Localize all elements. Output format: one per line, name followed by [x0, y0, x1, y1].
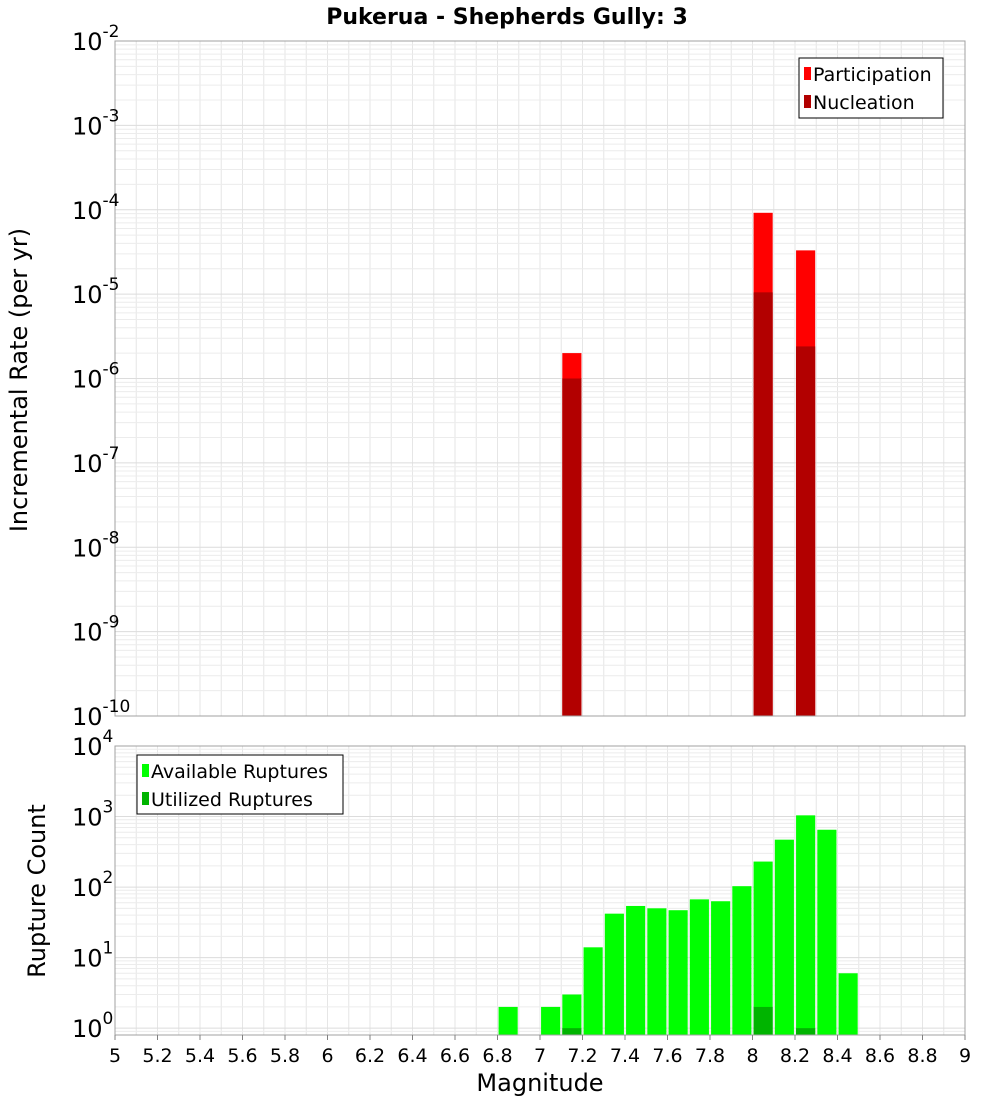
x-ticks: 5 5.2 5.4 5.6 5.8 6 6.2 6.4 6.6 6.8 7 7.2 7.4 7.6 7.8 8… — [109, 1035, 971, 1067]
rate-grid — [114, 40, 966, 717]
rate-y-tick-label: 10-8 — [72, 528, 120, 562]
count-bar — [774, 839, 794, 1035]
rate-y-tick-label: 10-10 — [72, 697, 130, 731]
count-legend-box — [136, 754, 344, 815]
x-tick-label: 7.4 — [610, 1045, 640, 1067]
rate-legend-swatch — [804, 95, 811, 108]
count-bar — [562, 1028, 582, 1035]
count-y-tick-label: 103 — [72, 798, 113, 832]
count-legend-label: Utilized Ruptures — [151, 789, 313, 811]
count-bar — [647, 908, 667, 1035]
rate-legend-label: Nucleation — [813, 92, 915, 114]
x-tick-label: 5.6 — [227, 1045, 257, 1067]
count-series-2 — [562, 1006, 816, 1035]
count-bar — [796, 1028, 816, 1035]
x-tick-label: 8 — [746, 1045, 758, 1067]
count-bar — [732, 886, 752, 1035]
count-bar — [668, 910, 688, 1035]
count-bar — [838, 973, 858, 1035]
count-bar — [541, 1006, 561, 1035]
x-tick-label: 5 — [109, 1045, 121, 1067]
x-tick-label: 6.2 — [355, 1045, 385, 1067]
rate-legend-swatch — [804, 67, 811, 80]
rate-y-tick-label: 10-6 — [72, 360, 120, 394]
chart-title: Pukerua - Shepherds Gully: 3 — [326, 5, 688, 30]
rate-y-tick-label: 10-9 — [72, 613, 120, 647]
x-tick-label: 6.6 — [440, 1045, 470, 1067]
x-tick-label: 8.6 — [865, 1045, 895, 1067]
rate-bar — [753, 292, 773, 716]
x-tick-label: 5.2 — [142, 1045, 172, 1067]
count-legend: Available Ruptures Utilized Ruptures — [136, 754, 344, 815]
rate-y-tick-label: 10-7 — [72, 444, 120, 478]
count-bar — [753, 1006, 773, 1035]
x-tick-label: 7 — [534, 1045, 546, 1067]
x-tick-label: 7.2 — [567, 1045, 597, 1067]
count-legend-swatch — [142, 792, 149, 805]
x-tick-label: 8.8 — [907, 1045, 937, 1067]
x-tick-label: 7.8 — [695, 1045, 725, 1067]
count-y-ticks: 104 103 102 101 100 — [72, 727, 113, 1043]
count-y-tick-label: 100 — [72, 1009, 113, 1043]
count-bar — [562, 994, 582, 1035]
rate-series-2 — [562, 292, 816, 716]
rate-y-tick-label: 10-4 — [72, 191, 120, 225]
count-y-tick-label: 104 — [72, 727, 113, 761]
rate-bar — [562, 378, 582, 716]
x-tick-label: 5.8 — [270, 1045, 300, 1067]
x-tick-label: 6 — [321, 1045, 333, 1067]
x-tick-label: 9 — [959, 1045, 971, 1067]
count-bar — [498, 1006, 518, 1035]
rate-plot-frame — [114, 40, 966, 717]
x-axis-label: Magnitude — [476, 1069, 603, 1097]
count-bar — [796, 815, 816, 1035]
count-y-tick-label: 102 — [72, 868, 113, 902]
rate-y-tick-label: 10-5 — [72, 275, 120, 309]
count-bar — [711, 901, 731, 1035]
count-series-1 — [498, 815, 858, 1035]
x-tick-label: 6.4 — [397, 1045, 427, 1067]
rate-legend-label: Participation — [813, 64, 932, 86]
x-tick-label: 6.8 — [482, 1045, 512, 1067]
count-bar — [689, 899, 709, 1035]
rate-y-tick-label: 10-2 — [72, 22, 120, 56]
count-bar — [583, 947, 603, 1035]
count-bar — [753, 861, 773, 1035]
rate-y-ticks: 10-2 10-3 10-4 10-5 10-6 10-7 10-8 10-9 10-10 — [72, 22, 130, 731]
count-legend-swatch — [142, 764, 149, 777]
rate-bar — [796, 346, 816, 716]
count-bar — [817, 829, 837, 1035]
rate-legend-box — [798, 57, 944, 119]
rate-legend: Participation Nucleation — [798, 57, 944, 119]
x-tick-label: 5.4 — [185, 1045, 215, 1067]
count-legend-label: Available Ruptures — [151, 761, 328, 783]
x-tick-label: 7.6 — [652, 1045, 682, 1067]
x-tick-label: 8.2 — [780, 1045, 810, 1067]
count-y-tick-label: 101 — [72, 939, 113, 973]
rate-plot: 10-2 10-3 10-4 10-5 10-6 10-7 10-8 10-9 10-10 Par… — [72, 22, 966, 731]
bottom-y-axis-label: Rupture Count — [23, 804, 51, 978]
count-bar — [626, 905, 646, 1035]
rate-y-tick-label: 10-3 — [72, 106, 120, 140]
top-y-axis-label: Incremental Rate (per yr) — [5, 228, 33, 532]
count-bar — [604, 913, 624, 1035]
x-tick-label: 8.4 — [822, 1045, 852, 1067]
